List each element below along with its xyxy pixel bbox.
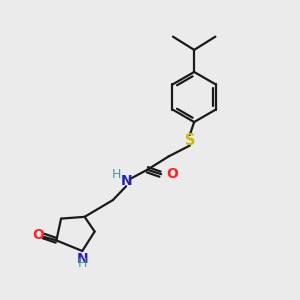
Text: N: N — [76, 253, 88, 266]
Text: S: S — [184, 133, 195, 148]
Text: N: N — [120, 174, 132, 188]
Text: O: O — [32, 228, 44, 242]
Text: O: O — [167, 167, 178, 181]
Text: H: H — [78, 257, 87, 270]
Text: H: H — [112, 168, 122, 181]
